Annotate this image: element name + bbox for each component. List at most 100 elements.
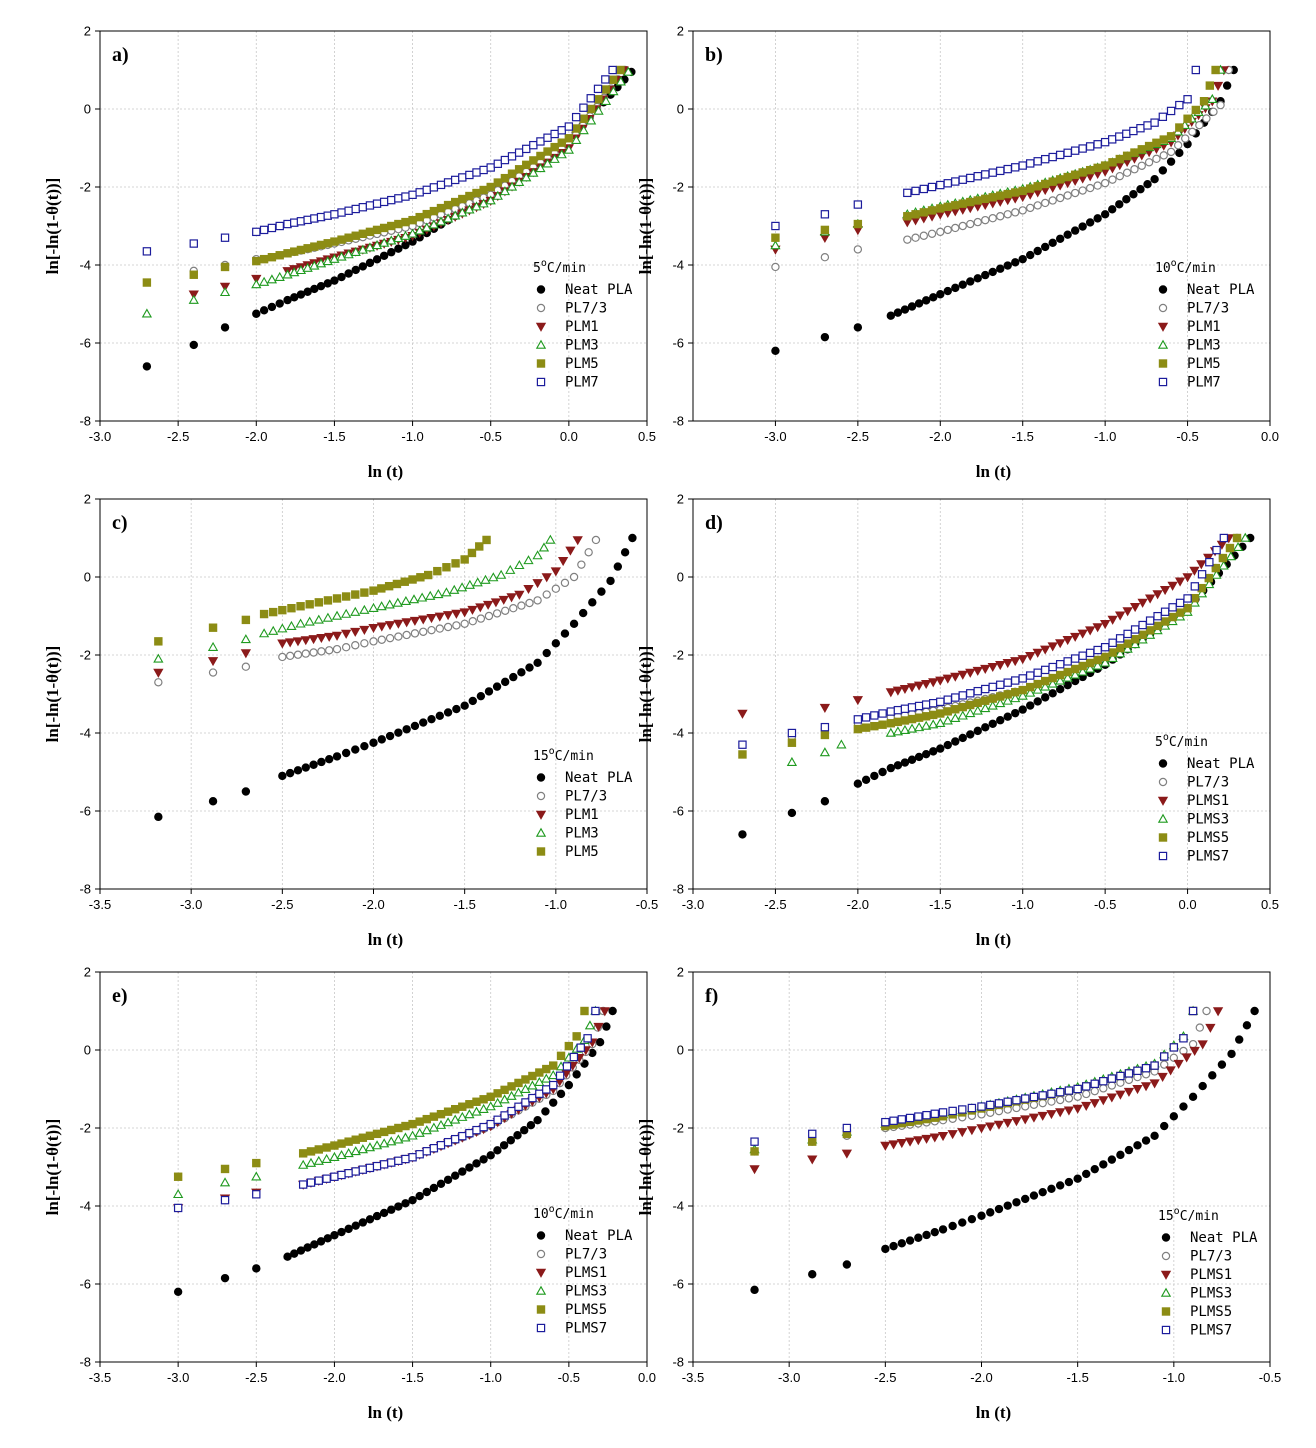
data-point (252, 1158, 261, 1168)
data-point (450, 175, 460, 185)
x-tick-label: 0.0 (638, 1370, 656, 1385)
data-point (907, 714, 917, 724)
data-point (476, 614, 486, 623)
data-point (500, 173, 510, 183)
data-point (479, 1095, 488, 1104)
data-point (486, 1119, 495, 1129)
data-point (930, 1227, 939, 1237)
data-point (1159, 151, 1168, 160)
data-point (443, 1107, 453, 1116)
data-point (371, 1140, 383, 1150)
data-point (935, 717, 946, 728)
data-point (1011, 688, 1020, 697)
data-point (429, 1183, 439, 1193)
data-point (1038, 1098, 1047, 1108)
data-point (379, 251, 389, 260)
data-point (1085, 626, 1096, 636)
data-point (266, 274, 278, 284)
data-point (1204, 578, 1215, 589)
x-tick-label: -1.5 (929, 897, 951, 912)
data-point (1073, 1174, 1082, 1183)
data-point (771, 262, 780, 272)
data-point (938, 1225, 948, 1234)
data-point (1183, 114, 1192, 123)
data-point (928, 678, 939, 688)
data-point (852, 696, 864, 706)
x-tick-label: -0.5 (480, 429, 502, 444)
data-point (1115, 1090, 1126, 1100)
data-point (958, 221, 967, 231)
data-point (966, 219, 975, 229)
legend-marker (535, 827, 547, 837)
data-point (500, 1085, 509, 1095)
data-point (308, 635, 319, 645)
panel-label: c) (112, 512, 128, 534)
data-point (564, 122, 574, 131)
data-point (1158, 166, 1168, 175)
data-point (1212, 81, 1224, 91)
x-tick-label: 0.5 (638, 429, 656, 444)
data-point (220, 323, 230, 332)
y-axis-title: ln[-ln(1-θ(t))] (636, 1119, 655, 1216)
data-point (442, 563, 451, 572)
data-point (542, 158, 553, 168)
data-point (985, 1122, 996, 1132)
data-point (613, 562, 623, 571)
x-tick-label: 0.0 (1179, 897, 1197, 912)
data-point (351, 745, 360, 754)
data-point (450, 197, 460, 207)
data-point (435, 624, 445, 633)
data-point (331, 631, 343, 641)
data-point (529, 156, 538, 165)
y-tick-label: -8 (79, 414, 91, 429)
data-point (1010, 657, 1021, 667)
data-point (1188, 1039, 1198, 1049)
y-tick-label: 0 (84, 570, 91, 585)
data-point (1100, 161, 1110, 170)
data-point (358, 262, 368, 271)
data-point (861, 723, 871, 732)
data-point (973, 171, 982, 181)
data-point (351, 1167, 360, 1176)
data-point (472, 168, 481, 177)
data-point (1175, 123, 1184, 132)
data-point (1040, 198, 1050, 208)
data-point (303, 1243, 312, 1252)
data-point (1174, 577, 1186, 587)
data-point (905, 1113, 915, 1123)
y-axis-title: ln[-ln(1-θ(t))] (43, 178, 62, 275)
data-point (154, 637, 163, 646)
data-point (372, 199, 382, 208)
data-point (394, 632, 403, 641)
data-point (393, 1134, 404, 1144)
data-point (1132, 1085, 1143, 1095)
data-point (450, 1114, 461, 1124)
data-point (422, 1187, 431, 1197)
data-point (498, 595, 509, 605)
data-point (987, 662, 998, 673)
data-point (285, 651, 295, 661)
data-point (820, 225, 830, 235)
data-point (1002, 695, 1013, 705)
data-point (1202, 1006, 1211, 1016)
panel-c-grid (100, 499, 647, 889)
data-point (594, 95, 603, 104)
legend-marker (1161, 1325, 1171, 1335)
data-point (337, 235, 346, 244)
data-point (1040, 681, 1051, 691)
data-point (344, 269, 353, 278)
data-point (482, 600, 494, 610)
data-point (541, 573, 552, 583)
data-point (525, 663, 534, 672)
data-point (451, 609, 462, 619)
data-point (500, 1111, 509, 1120)
data-point (369, 637, 378, 646)
legend-marker (536, 303, 546, 313)
data-point (1153, 621, 1162, 631)
data-point (1209, 107, 1218, 116)
data-point (1159, 135, 1168, 144)
data-point (428, 1122, 440, 1132)
data-point (1107, 1081, 1117, 1090)
data-point (1143, 121, 1152, 130)
data-point (572, 536, 583, 546)
